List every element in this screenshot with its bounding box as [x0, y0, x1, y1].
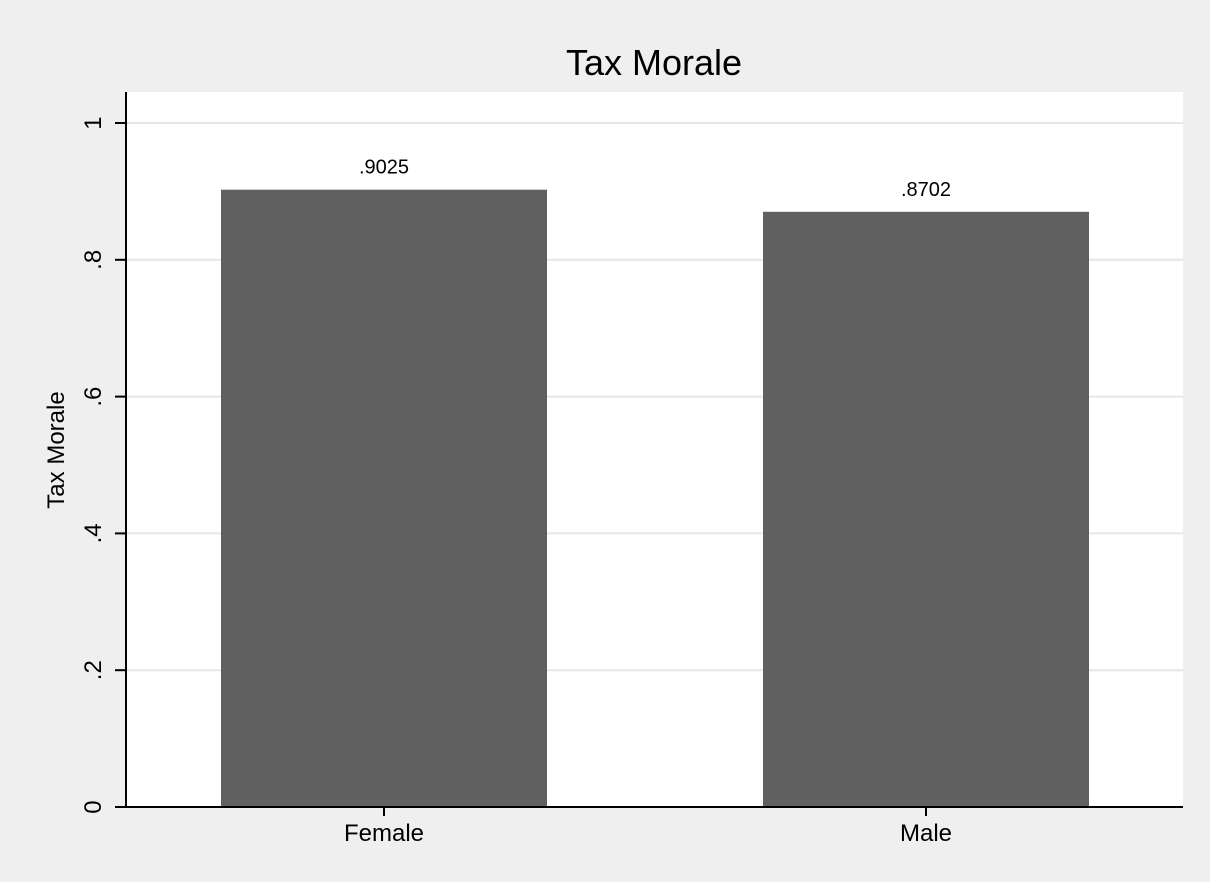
y-tick-label: .4	[80, 523, 107, 543]
axes	[115, 92, 1183, 816]
x-tick-label: Female	[344, 820, 424, 847]
value-label: .8702	[901, 179, 951, 201]
labels: .9025 Female .8702 Male 0 .2 .4 .6 .8 1	[80, 116, 952, 847]
y-tick-label: 1	[80, 116, 107, 129]
value-label: .9025	[359, 157, 409, 179]
chart-title: Tax Morale	[566, 42, 742, 83]
bars	[221, 189, 1089, 807]
bar-male	[763, 211, 1089, 807]
bar-female	[221, 189, 547, 807]
x-tick-label: Male	[900, 820, 952, 847]
y-axis-title: Tax Morale	[43, 391, 70, 508]
y-tick-label: .2	[80, 660, 107, 680]
y-tick-label: 0	[80, 800, 107, 813]
y-tick-label: .8	[80, 250, 107, 270]
y-tick-label: .6	[80, 387, 107, 407]
